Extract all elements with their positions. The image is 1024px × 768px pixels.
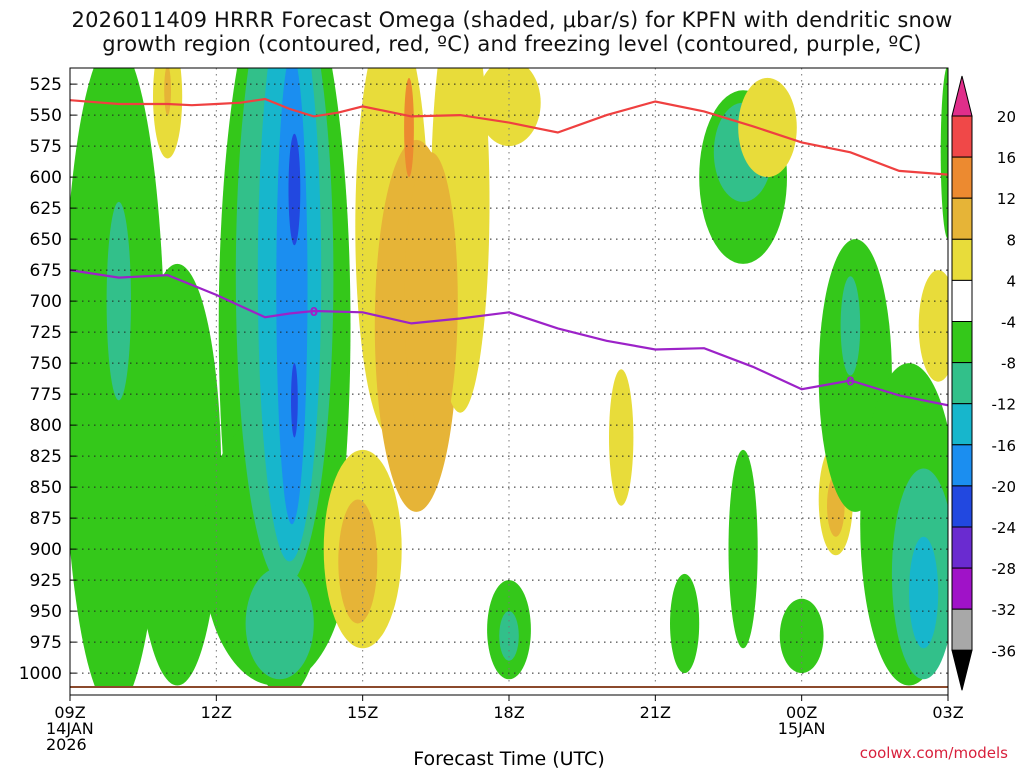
source-credit: coolwx.com/models [859, 744, 1008, 762]
colorbar-label: -4 [1001, 314, 1016, 332]
y-tick-label: 875 [30, 509, 62, 529]
x-tick-label: 21Z [640, 703, 671, 722]
omega-region-sinking [338, 499, 378, 624]
omega-region-sinking [918, 270, 948, 382]
omega-region-rising [940, 68, 948, 240]
y-tick-label: 975 [30, 633, 62, 653]
freezing-level-label: 0 [846, 374, 854, 388]
omega-region-rising [276, 68, 308, 525]
omega-region-rising [288, 133, 301, 246]
colorbar-label: 8 [1006, 231, 1016, 249]
omega-region-sinking [609, 369, 634, 506]
omega-region-rising [670, 573, 700, 674]
y-tick-label: 550 [30, 106, 62, 126]
colorbar-swatch [951, 321, 973, 364]
omega-region-rising [499, 611, 519, 661]
y-tick-label: 675 [30, 261, 62, 281]
colorbar-label: 4 [1006, 272, 1016, 290]
y-tick-label: 700 [30, 292, 62, 312]
colorbar-swatch [951, 156, 973, 199]
colorbar-swatch [951, 197, 973, 240]
omega-region-rising [133, 263, 222, 686]
chart-title-line-2: growth region (contoured, red, ºC) and f… [102, 32, 922, 56]
omega-region-rising [779, 598, 824, 674]
x-axis-label: Forecast Time (UTC) [413, 748, 604, 768]
colorbar-swatch [951, 485, 973, 528]
colorbar-label: -36 [992, 642, 1017, 660]
x-tick-label: 03Z [932, 703, 963, 722]
colorbar-label: -28 [992, 560, 1017, 578]
colorbar-swatch [951, 444, 973, 487]
y-tick-label: 950 [30, 602, 62, 622]
grid-lines [70, 68, 948, 688]
omega-region-sinking [477, 68, 541, 147]
y-tick-label: 650 [30, 230, 62, 250]
omega-region-rising [909, 536, 939, 649]
omega-region-sinking [738, 77, 797, 178]
colorbar-swatch [951, 279, 973, 322]
omega-shading-layer [70, 68, 948, 688]
y-tick-label: 575 [30, 137, 62, 157]
colorbar-swatch [951, 526, 973, 569]
freezing-level-label: 0 [310, 305, 318, 319]
contour-layer: 00 [70, 97, 948, 407]
y-tick-label: 825 [30, 447, 62, 467]
y-tick-label: 750 [30, 354, 62, 374]
colorbar-swatch [951, 115, 973, 158]
freezing-level-contour [70, 269, 948, 407]
colorbar: 20 16 12 8 4 -4 -8 -12 -16 -20 -24 -28 -32 -36 [951, 75, 1017, 691]
colorbar-swatch [951, 238, 973, 281]
omega-region-sinking [164, 68, 171, 116]
omega-region-rising [840, 276, 861, 376]
dendritic-growth-contour [70, 97, 948, 176]
y-tick-label: 600 [30, 168, 62, 188]
colorbar-label: -8 [1001, 355, 1016, 373]
x-tick-label: 09Z [54, 703, 85, 722]
colorbar-label: 12 [997, 190, 1016, 208]
colorbar-label: -12 [992, 396, 1017, 414]
omega-region-sinking [404, 77, 414, 178]
y-axis: 525 550 575 600 625 650 675 700 725 750 775 800 825 8… [19, 75, 76, 684]
x-tick-label: 2026 [46, 735, 87, 754]
ground-surface [70, 686, 948, 688]
y-tick-label: 900 [30, 540, 62, 560]
x-tick-label: 12Z [201, 703, 232, 722]
colorbar-label: 20 [997, 108, 1016, 126]
y-tick-label: 850 [30, 478, 62, 498]
y-tick-label: 775 [30, 385, 62, 405]
plot-area: 00 [70, 68, 948, 688]
x-tick-label: 00Z [786, 703, 817, 722]
x-tick-label: 15JAN [778, 719, 826, 738]
colorbar-label: -20 [992, 478, 1017, 496]
y-tick-label: 725 [30, 323, 62, 343]
omega-region-rising [291, 363, 298, 438]
x-tick-label: 14JAN [46, 719, 94, 738]
colorbar-label: -32 [992, 601, 1017, 619]
x-tick-label: 18Z [493, 703, 524, 722]
y-tick-label: 800 [30, 416, 62, 436]
colorbar-label: 16 [997, 149, 1016, 167]
colorbar-swatch [951, 567, 973, 610]
chart-title-line-1: 2026011409 HRRR Forecast Omega (shaded, … [71, 8, 953, 32]
omega-region-rising [245, 567, 314, 680]
colorbar-swatch [951, 362, 973, 405]
y-tick-label: 525 [30, 75, 62, 95]
colorbar-swatch [951, 403, 973, 446]
y-tick-label: 1000 [19, 664, 62, 684]
y-tick-label: 625 [30, 199, 62, 219]
colorbar-bottom-arrow [951, 649, 973, 691]
colorbar-label: -16 [992, 437, 1017, 455]
y-tick-label: 925 [30, 571, 62, 591]
colorbar-label: -24 [992, 519, 1017, 537]
colorbar-swatch [951, 608, 973, 651]
x-tick-label: 15Z [347, 703, 378, 722]
